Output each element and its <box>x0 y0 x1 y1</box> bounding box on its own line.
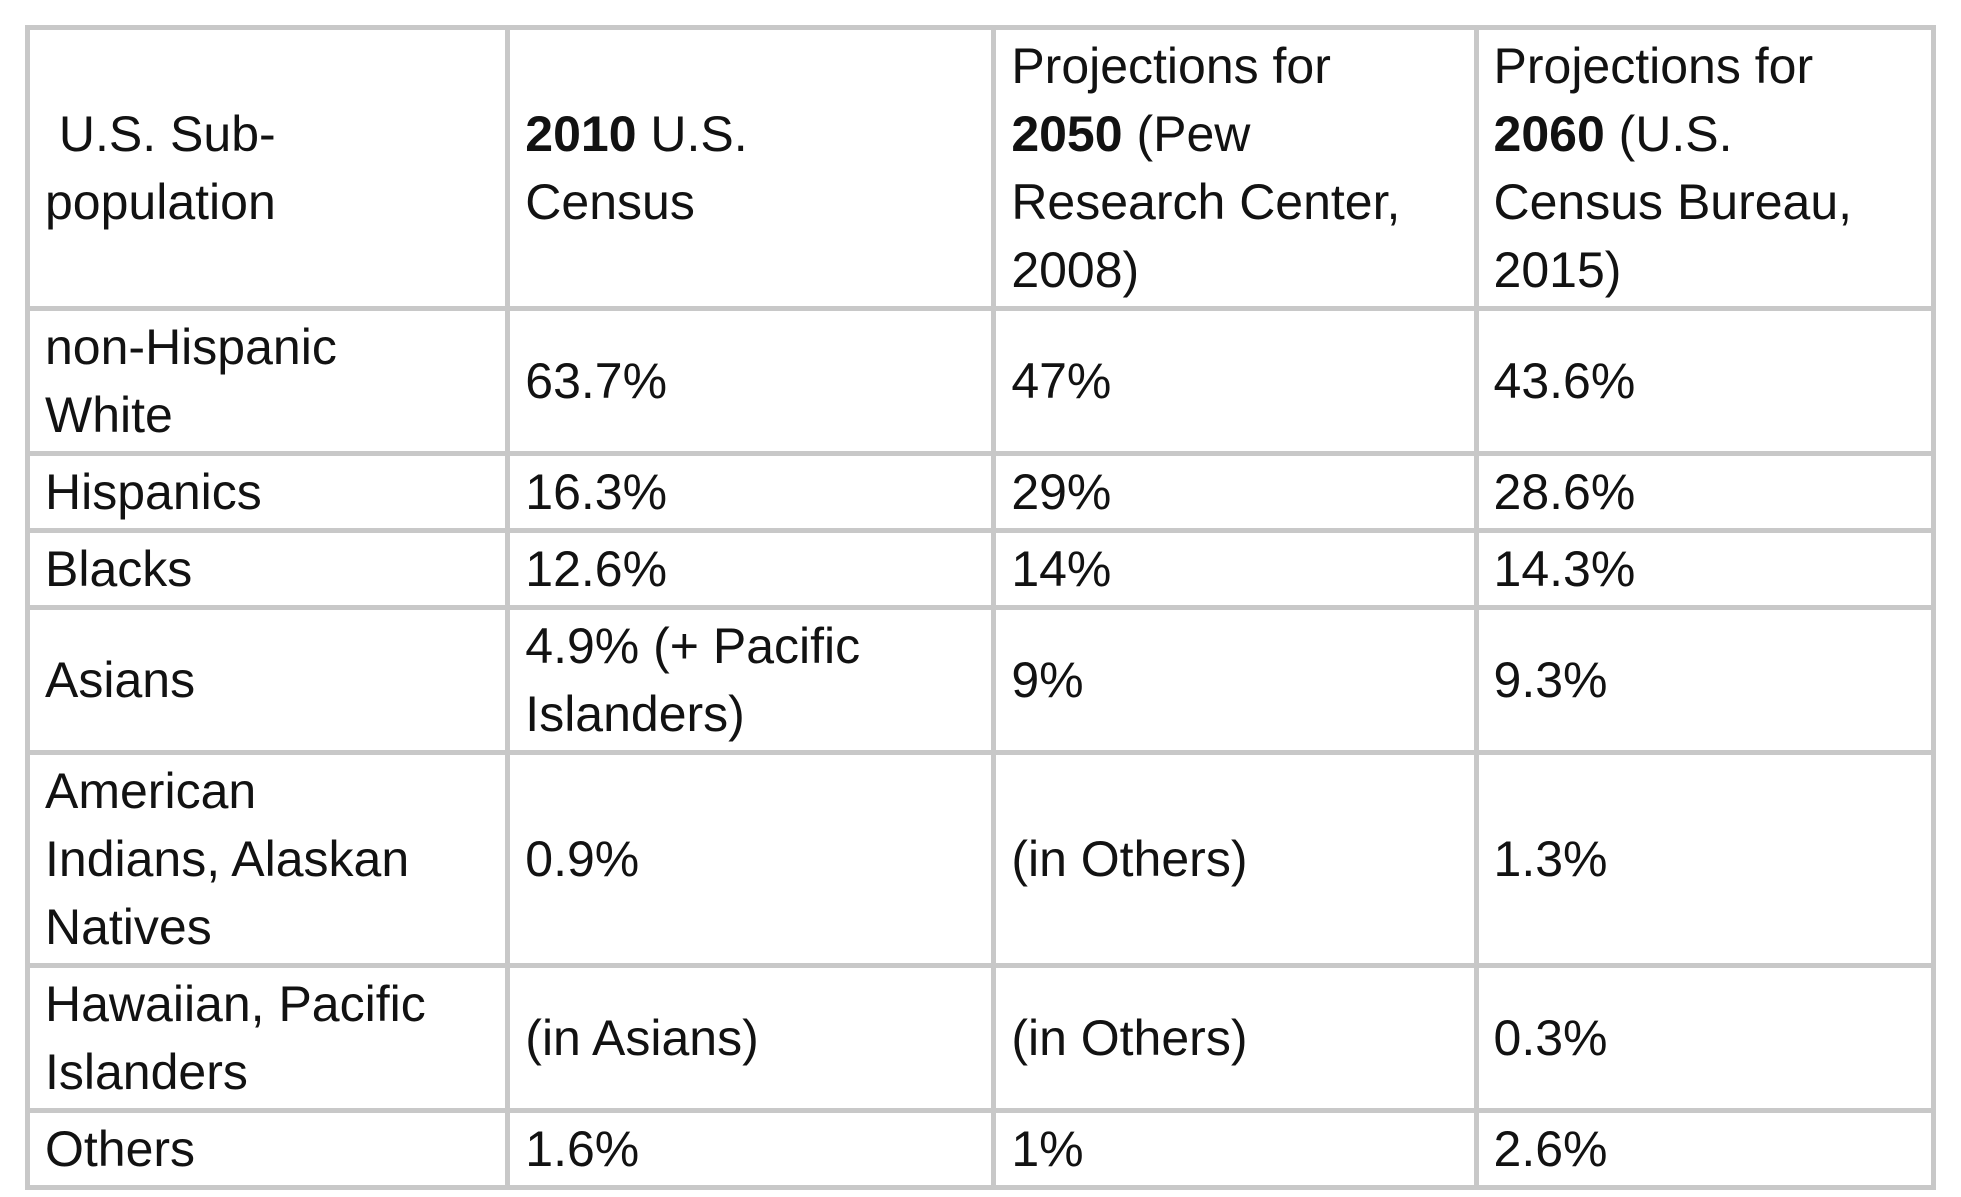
header-text: U.S. Sub-population <box>45 106 276 230</box>
table-body: non-Hispanic White 63.7% 47% 43.6% Hispanics… <box>24 306 1937 1190</box>
header-year-text: 2060 <box>1493 106 1605 162</box>
header-text: U.S. Census <box>525 106 748 230</box>
header-text: Projections for <box>1011 38 1331 94</box>
table-cell: 1% <box>991 1108 1479 1190</box>
table-cell: 28.6% <box>1473 451 1937 533</box>
table-cell: 2.6% <box>1473 1108 1937 1190</box>
row-label: Blacks <box>24 528 511 610</box>
table-row: Asians 4.9% (+ Pacific Islanders) 9% 9.3% <box>24 605 1937 755</box>
header-text: (Pew Research Center, 2008) <box>1011 106 1401 298</box>
table-cell: 29% <box>991 451 1479 533</box>
row-label: Others <box>24 1108 511 1190</box>
population-table-container: U.S. Sub-population 2010 U.S. Census Proje… <box>24 25 1937 1190</box>
header-text: Projections for <box>1493 38 1814 94</box>
column-header-projection-2050: Projections for 2050 (Pew Research Cente… <box>991 25 1479 311</box>
table-row: Hawaiian, Pacific Islanders (in Asians) (i… <box>24 963 1937 1113</box>
table-cell: 4.9% (+ Pacific Islanders) <box>505 605 997 755</box>
table-cell: 12.6% <box>505 528 997 610</box>
table-cell: 14% <box>991 528 1479 610</box>
row-label: American Indians, Alaskan Natives <box>24 750 511 968</box>
table-cell: 63.7% <box>505 306 997 456</box>
table-header: U.S. Sub-population 2010 U.S. Census Proje… <box>24 25 1937 311</box>
column-header-census-2010: 2010 U.S. Census <box>505 25 997 311</box>
population-table: U.S. Sub-population 2010 U.S. Census Proje… <box>24 25 1937 1190</box>
table-cell: 14.3% <box>1473 528 1937 610</box>
header-year-text: 2010 <box>525 106 637 162</box>
row-label: Asians <box>24 605 511 755</box>
header-year-text: 2050 <box>1011 106 1123 162</box>
table-cell: 0.9% <box>505 750 997 968</box>
table-row: Others 1.6% 1% 2.6% <box>24 1108 1937 1190</box>
row-label: non-Hispanic White <box>24 306 511 456</box>
header-text: (U.S. Census Bureau, 2015) <box>1493 106 1853 298</box>
table-cell: 47% <box>991 306 1479 456</box>
table-row: American Indians, Alaskan Natives 0.9% (in… <box>24 750 1937 968</box>
table-cell: 16.3% <box>505 451 997 533</box>
column-header-subpopulation: U.S. Sub-population <box>24 25 511 311</box>
row-label: Hawaiian, Pacific Islanders <box>24 963 511 1113</box>
table-row: Hispanics 16.3% 29% 28.6% <box>24 451 1937 533</box>
column-header-projection-2060: Projections for 2060 (U.S. Census Bureau… <box>1473 25 1937 311</box>
header-row: U.S. Sub-population 2010 U.S. Census Proje… <box>24 25 1937 311</box>
table-cell: 0.3% <box>1473 963 1937 1113</box>
table-row: non-Hispanic White 63.7% 47% 43.6% <box>24 306 1937 456</box>
table-cell: (in Asians) <box>505 963 997 1113</box>
table-cell: 9% <box>991 605 1479 755</box>
table-cell: 1.3% <box>1473 750 1937 968</box>
table-cell: (in Others) <box>991 963 1479 1113</box>
table-cell: 43.6% <box>1473 306 1937 456</box>
table-cell: (in Others) <box>991 750 1479 968</box>
row-label: Hispanics <box>24 451 511 533</box>
table-cell: 1.6% <box>505 1108 997 1190</box>
table-cell: 9.3% <box>1473 605 1937 755</box>
table-row: Blacks 12.6% 14% 14.3% <box>24 528 1937 610</box>
